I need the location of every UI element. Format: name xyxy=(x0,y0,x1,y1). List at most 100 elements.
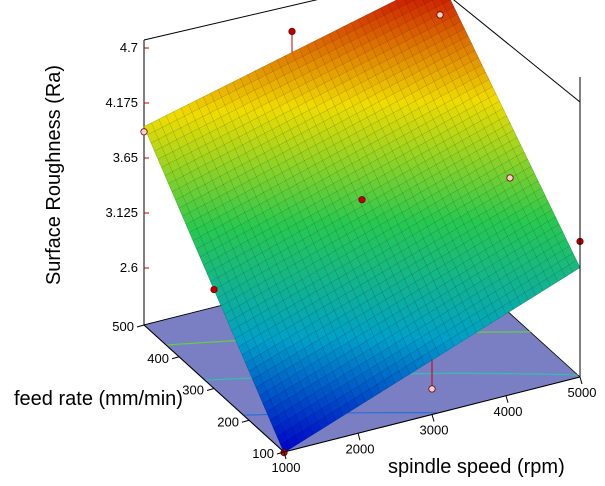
mesh-line xyxy=(161,14,458,168)
mesh-line xyxy=(192,79,490,241)
mesh-line xyxy=(336,30,477,333)
y-tick-label: 500 xyxy=(112,319,134,334)
mesh-line xyxy=(203,100,500,266)
mesh-line xyxy=(328,33,470,338)
mesh-line xyxy=(165,115,307,439)
design-point xyxy=(436,11,444,19)
mesh-line xyxy=(422,0,559,282)
mesh-line xyxy=(225,85,366,402)
mesh-line xyxy=(178,50,476,209)
x-tick-label: 2000 xyxy=(346,441,375,456)
y-tick-mark xyxy=(171,356,180,360)
mesh-line xyxy=(245,187,542,364)
x-tick-mark xyxy=(357,433,361,441)
mesh-line xyxy=(227,151,525,323)
mesh-line xyxy=(283,267,581,453)
mesh-line xyxy=(232,81,374,398)
mesh-line xyxy=(154,0,451,152)
mesh-line xyxy=(343,26,485,328)
mesh-line xyxy=(224,144,521,315)
mesh-line xyxy=(306,44,448,352)
surface-mesh xyxy=(143,0,581,453)
x-axis-label: spindle speed (rpm) xyxy=(388,456,565,478)
mesh-line xyxy=(143,0,398,127)
surface-cell xyxy=(568,260,581,273)
mesh-line xyxy=(259,216,556,396)
mesh-line xyxy=(196,86,493,250)
mesh-line xyxy=(262,67,403,379)
mesh-line xyxy=(254,70,396,384)
mesh-line xyxy=(266,231,563,413)
z-tick-label: 4.7 xyxy=(120,40,138,55)
y-axis-label: feed rate (mm/min) xyxy=(14,388,183,410)
mesh-line xyxy=(248,195,546,372)
mesh-line xyxy=(252,202,549,380)
z-tick-label: 3.125 xyxy=(105,205,138,220)
mesh-line xyxy=(150,0,434,144)
mesh-line xyxy=(269,63,411,375)
design-point xyxy=(506,174,514,182)
mesh-line xyxy=(321,37,462,342)
x-tick-mark xyxy=(505,395,509,403)
y-tick-label: 400 xyxy=(147,351,169,366)
mesh-line xyxy=(210,93,351,412)
mesh-line xyxy=(365,15,507,315)
x-tick-mark xyxy=(431,414,435,422)
mesh-line xyxy=(231,158,528,331)
z-tick-label: 3.65 xyxy=(113,150,138,165)
mesh-line xyxy=(269,238,567,421)
mesh-line xyxy=(247,74,388,389)
mesh-line xyxy=(220,137,518,307)
z-axis-label: Surface Roughness (Ra) xyxy=(43,65,65,285)
design-point xyxy=(358,196,366,204)
mesh-line xyxy=(185,64,483,225)
y-tick-mark xyxy=(241,419,250,423)
mesh-line xyxy=(217,89,359,407)
mesh-line xyxy=(151,122,292,449)
design-point xyxy=(210,285,218,294)
mesh-line xyxy=(276,252,574,437)
y-tick-label: 200 xyxy=(217,414,239,429)
mesh-line xyxy=(373,11,514,310)
mesh-line xyxy=(173,111,314,435)
mesh-line xyxy=(213,122,511,290)
mesh-line xyxy=(262,223,560,404)
y-tick-mark xyxy=(136,324,145,328)
mesh-line xyxy=(291,52,433,361)
mesh-line xyxy=(175,43,472,201)
y-tick-label: 300 xyxy=(182,383,204,398)
mesh-line xyxy=(206,108,504,274)
mesh-line xyxy=(199,93,497,258)
mesh-line xyxy=(164,21,462,176)
axis-ticks: 2.6 3.125 3.65 4.175 4.7 100 200 300 400 500 1000 2… xyxy=(105,40,596,475)
response-surface xyxy=(143,0,581,453)
mesh-line xyxy=(284,55,425,365)
y-tick-mark xyxy=(206,388,215,391)
mesh-line xyxy=(358,18,499,319)
mesh-line xyxy=(413,0,551,287)
x-tick-mark xyxy=(579,376,583,385)
mesh-line xyxy=(239,78,381,393)
mesh-line xyxy=(450,0,581,268)
mesh-line xyxy=(280,260,577,445)
mesh-line xyxy=(276,59,418,370)
mesh-line xyxy=(431,0,566,278)
mesh-line xyxy=(273,245,570,429)
y-tick-label: 100 xyxy=(252,446,274,461)
z-tick-label: 4.175 xyxy=(105,95,138,110)
mesh-line xyxy=(188,104,329,426)
mesh-line xyxy=(350,22,492,324)
mesh-line xyxy=(395,0,536,296)
mesh-line xyxy=(313,41,455,347)
mesh-line xyxy=(210,115,507,282)
mesh-line xyxy=(195,100,337,421)
mesh-line xyxy=(157,6,455,160)
mesh-line xyxy=(441,0,573,273)
mesh-line xyxy=(182,57,479,217)
mesh-line xyxy=(158,119,300,444)
design-point xyxy=(140,128,148,136)
mesh-line xyxy=(299,48,440,356)
mesh-line xyxy=(180,107,322,430)
mesh-line xyxy=(387,4,529,301)
